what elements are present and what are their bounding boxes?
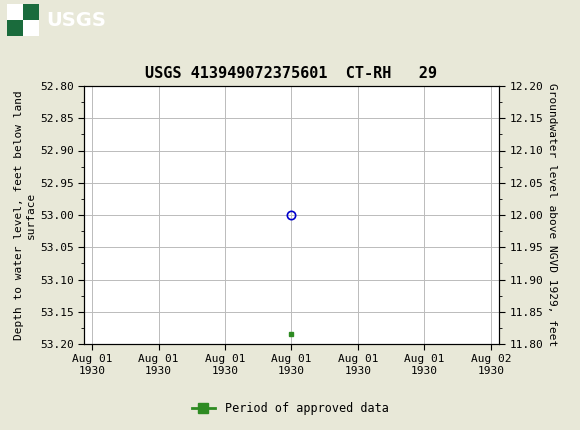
Y-axis label: Groundwater level above NGVD 1929, feet: Groundwater level above NGVD 1929, feet xyxy=(547,83,557,347)
Bar xyxy=(23,20,39,37)
Y-axis label: Depth to water level, feet below land
surface: Depth to water level, feet below land su… xyxy=(14,90,36,340)
Text: USGS: USGS xyxy=(46,11,106,30)
Bar xyxy=(7,4,23,20)
Title: USGS 413949072375601  CT-RH   29: USGS 413949072375601 CT-RH 29 xyxy=(146,66,437,81)
Bar xyxy=(7,20,23,37)
Bar xyxy=(7,4,39,37)
Legend: Period of approved data: Period of approved data xyxy=(187,397,393,420)
Bar xyxy=(23,4,39,20)
